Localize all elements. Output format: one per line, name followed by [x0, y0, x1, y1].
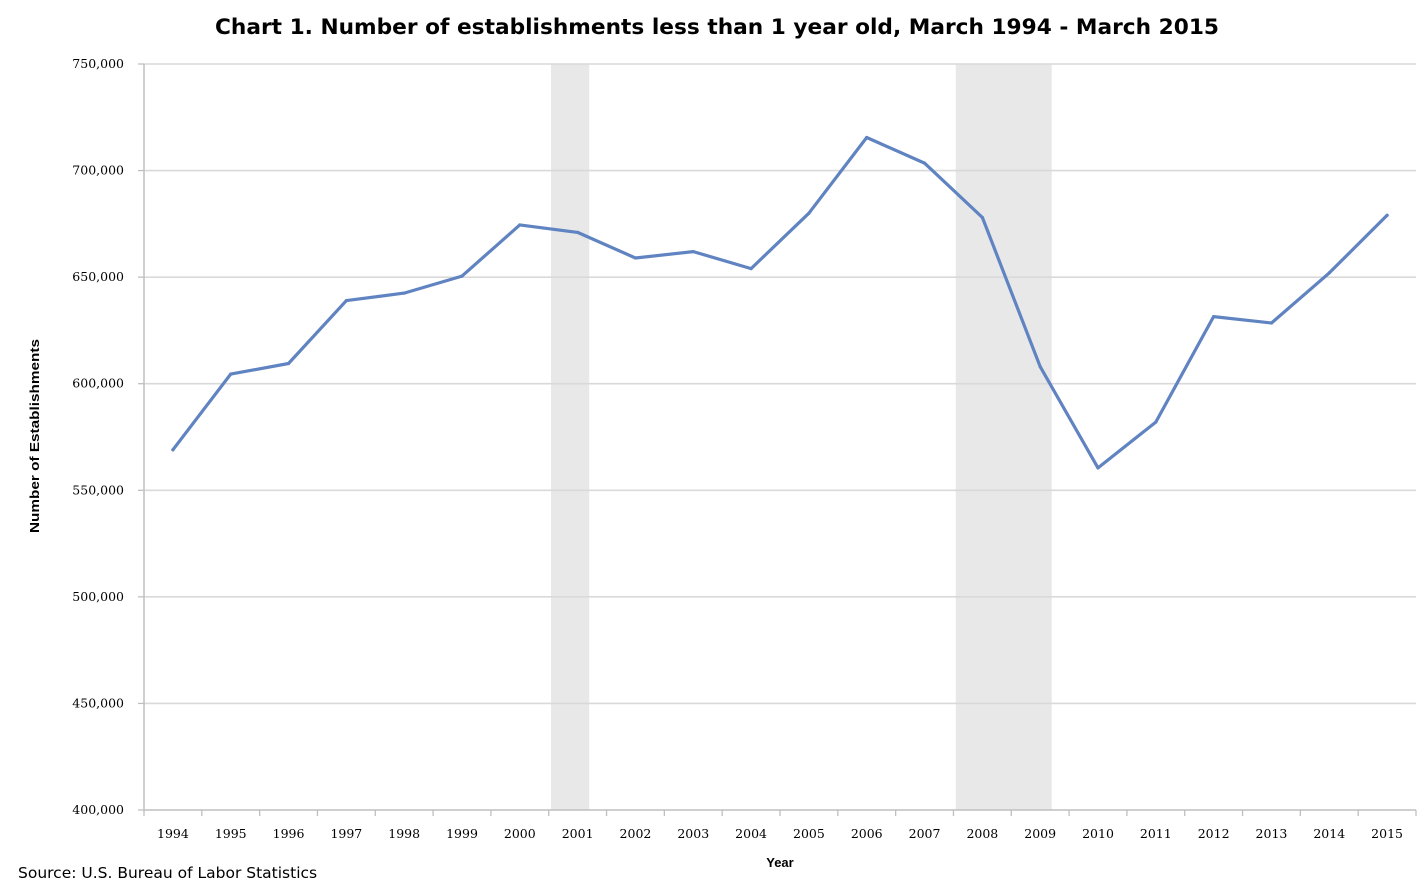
y-tick-label: 750,000: [72, 56, 124, 71]
chart-title: Chart 1. Number of establishments less t…: [215, 15, 1219, 39]
x-tick-label: 2007: [909, 826, 941, 841]
x-tick-label: 2010: [1082, 826, 1114, 841]
data-point: [344, 298, 348, 303]
data-point: [807, 211, 811, 215]
data-point: [1212, 314, 1216, 319]
source-note: Source: U.S. Bureau of Labor Statistics: [18, 864, 317, 882]
x-tick-label: 2015: [1371, 826, 1403, 841]
data-point: [691, 249, 695, 254]
x-tick-labels: 1994 1995 1996 1997 1998 1999 2000 2001 2002 2003…: [157, 826, 1403, 841]
x-tick-label: 1994: [157, 826, 189, 841]
x-tick-label: 2006: [851, 826, 883, 841]
data-point: [402, 291, 406, 295]
x-tick-label: 2000: [504, 826, 536, 841]
data-point: [518, 223, 522, 227]
data-point: [1269, 321, 1274, 325]
x-tick-label: 1998: [388, 826, 420, 841]
data-point: [633, 256, 638, 260]
x-tick-label: 1996: [273, 826, 305, 841]
data-point: [980, 215, 984, 220]
x-tick-label: 2008: [966, 826, 998, 841]
data-point: [1038, 365, 1042, 369]
recession-bands: [551, 64, 1052, 810]
x-tick-label: 1997: [330, 826, 362, 841]
y-axis-title: Number of Establishments: [27, 339, 42, 533]
x-tick-label: 2005: [793, 826, 825, 841]
x-tick-label: 2004: [735, 826, 767, 841]
x-tick-label: 2003: [677, 826, 709, 841]
data-point: [865, 135, 869, 140]
data-point: [171, 448, 175, 452]
x-tick-label: 2009: [1024, 826, 1056, 841]
x-tick-label: 2014: [1313, 826, 1345, 841]
recession-band-2: [955, 64, 1052, 810]
data-point: [749, 267, 753, 271]
data-point: [229, 372, 233, 376]
y-tick-label: 500,000: [72, 589, 124, 604]
data-point: [922, 161, 927, 165]
data-point: [460, 274, 464, 278]
data-point: [1385, 213, 1389, 217]
data-point: [1154, 420, 1158, 424]
x-tick-label: 2012: [1198, 826, 1230, 841]
y-tick-label: 700,000: [72, 163, 124, 178]
gridlines: [144, 63, 1416, 705]
data-point: [1096, 466, 1100, 470]
x-tick-label: 2013: [1256, 826, 1288, 841]
y-tick-label: 600,000: [72, 376, 124, 391]
x-tick-label: 2002: [620, 826, 652, 841]
y-tick-label: 650,000: [72, 269, 124, 284]
y-tick-label: 450,000: [72, 695, 124, 710]
y-tick-label: 550,000: [72, 482, 124, 497]
axes: [138, 63, 1417, 816]
x-tick-label: 1999: [446, 826, 478, 841]
data-point: [576, 230, 580, 234]
series-line: [171, 135, 1389, 470]
x-tick-label: 2001: [562, 826, 594, 841]
recession-band-1: [551, 64, 590, 810]
data-point: [1327, 271, 1331, 275]
series-layer: [171, 135, 1389, 470]
data-point: [286, 361, 291, 366]
x-axis-title: Year: [766, 855, 793, 870]
y-tick-label: 400,000: [72, 802, 124, 817]
y-tick-labels: 400,000 450,000 500,000 550,000 600,000 650,0…: [72, 56, 124, 817]
x-tick-label: 2011: [1140, 826, 1172, 841]
x-tick-label: 1995: [215, 826, 247, 841]
